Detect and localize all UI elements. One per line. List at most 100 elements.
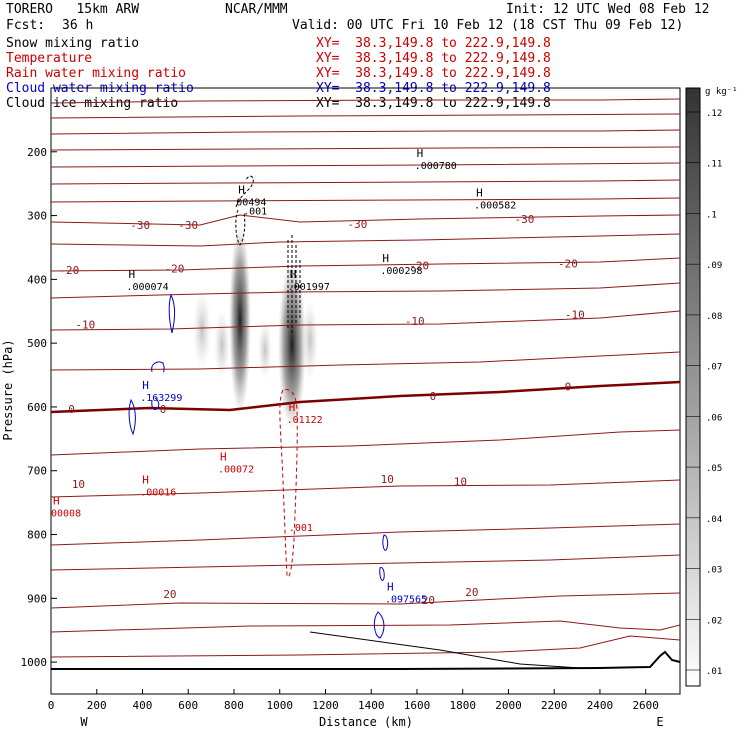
- east-label: E: [656, 715, 663, 729]
- x-tick-label: 0: [48, 699, 55, 712]
- x-tick-label: 1000: [266, 699, 293, 712]
- temperature-label: -20: [59, 264, 79, 277]
- snow-core-west: [229, 225, 251, 415]
- temperature-label: 0: [565, 381, 572, 394]
- isotherm: [50, 98, 681, 104]
- temperature-label: 0: [68, 403, 75, 416]
- max-marker: H: [53, 495, 60, 508]
- colorbar-tick-label: .08: [706, 312, 722, 322]
- max-value: 00008: [51, 509, 81, 520]
- cloud-contour: [373, 611, 385, 639]
- freezing-level-isotherm: [50, 380, 681, 414]
- isotherm: [50, 429, 681, 456]
- temperature-label: -20: [558, 257, 578, 270]
- max-marker: H: [417, 147, 424, 160]
- max-value: .00072: [218, 465, 254, 476]
- temperature-label: 0: [430, 390, 437, 403]
- y-axis: 200 300 400 500 600 700 800 900 1000: [21, 146, 57, 669]
- snow-light-2: [214, 310, 230, 380]
- cloud-contour: [382, 534, 389, 551]
- max-value: .01122: [287, 415, 323, 426]
- fcst-value: 36 h: [62, 18, 94, 33]
- colorbar-tick-label: .11: [706, 160, 722, 170]
- temperature-isotherms: [50, 98, 681, 658]
- temperature-label: -30: [515, 213, 535, 226]
- x-tick-label: 1400: [358, 699, 385, 712]
- max-marker: H: [220, 451, 227, 464]
- colorbar-ticks: .01 .02 .03 .04 .05 .06 .07 .08 .09 .1 .11 .12: [686, 109, 722, 677]
- snow-core-east: [278, 260, 306, 430]
- temperature-label: 0: [160, 403, 167, 416]
- max-marker: H: [387, 581, 394, 594]
- temperature-labels: -30 -30 -30 -30 -20 -20 -20 -20 -10 -10 -10 0 0 0 0 10 1…: [59, 213, 584, 607]
- y-tick-label: 900: [27, 592, 47, 605]
- x-tick-label: 600: [178, 699, 198, 712]
- temperature-label: 20: [465, 586, 478, 599]
- colorbar-tick-label: .01: [706, 667, 722, 677]
- cloud-ice-contours: [235, 175, 301, 335]
- ice-contour: [235, 209, 246, 246]
- isotherm: [50, 310, 681, 331]
- x-tick-label: 800: [224, 699, 244, 712]
- max-marker: H: [382, 252, 389, 265]
- contour-label: .001: [289, 523, 313, 534]
- cloud-contour: [168, 293, 175, 334]
- isotherm: [50, 620, 681, 633]
- colorbar-tick-label: .06: [706, 413, 722, 423]
- y-tick-label: 600: [27, 401, 47, 414]
- contour-labels: .001 .001: [243, 206, 313, 533]
- isotherm: [50, 257, 681, 272]
- field-cloudwater-name: Cloud water mixing ratio: [6, 81, 194, 96]
- isotherm: [50, 233, 681, 247]
- rain-water-contours: [279, 389, 298, 578]
- max-marker: H: [290, 268, 297, 281]
- isotherm: [50, 282, 681, 299]
- max-marker: H: [238, 183, 245, 196]
- temperature-label: -30: [130, 219, 150, 232]
- center-title: NCAR/MMM: [225, 2, 288, 17]
- isotherm: [50, 179, 681, 185]
- colorbar-tick-label: .07: [706, 363, 722, 373]
- y-axis-title: Pressure (hPa): [1, 339, 15, 440]
- isotherm: [50, 635, 681, 658]
- y-tick-label: 300: [27, 210, 47, 223]
- colorbar-tick-label: .02: [706, 616, 722, 626]
- x-axis: 0 200 400 600 800 1000 1200 1400 1600 1800 2000 220…: [48, 689, 659, 712]
- x-tick-label: 1600: [404, 699, 431, 712]
- temperature-label: -30: [178, 219, 198, 232]
- isotherm: [50, 479, 681, 498]
- west-label: W: [80, 715, 88, 729]
- isotherm: [50, 197, 681, 203]
- isotherm: [50, 592, 681, 609]
- rain-contour: [279, 389, 298, 578]
- x-tick-label: 400: [133, 699, 153, 712]
- temperature-label: -10: [405, 315, 425, 328]
- temperature-label: 20: [422, 594, 435, 607]
- max-marker: H: [476, 186, 483, 199]
- temperature-label: -10: [565, 308, 585, 321]
- colorbar-unit: g kg⁻¹: [705, 87, 738, 97]
- cloud-contour: [151, 397, 160, 411]
- max-marker: H: [128, 268, 135, 281]
- x-axis-title: Distance (km): [319, 715, 413, 729]
- y-tick-label: 400: [27, 273, 47, 286]
- fcst-label: Fcst:: [6, 18, 46, 33]
- temperature-label: 10: [454, 476, 467, 489]
- cloud-water-contours: [128, 293, 389, 639]
- ice-contour: [235, 175, 254, 208]
- isotherm: [50, 146, 681, 151]
- field-rain-xy: XY= 38.3,149.8 to 222.9,149.8: [316, 66, 551, 81]
- isotherm: [50, 162, 681, 168]
- max-marker: H: [142, 473, 149, 486]
- snow-light-3: [258, 320, 272, 380]
- max-value: .00016: [140, 487, 176, 498]
- cloud-contour: [151, 361, 165, 373]
- max-marker: H: [289, 401, 296, 414]
- colorbar-tick-label: .09: [706, 261, 722, 271]
- max-value: 00494: [236, 197, 266, 208]
- isotherm: [50, 214, 681, 226]
- x-tick-label: 2600: [632, 699, 659, 712]
- field-rain-name: Rain water mixing ratio: [6, 66, 187, 81]
- max-value: .163299: [140, 393, 182, 404]
- init-time: Init: 12 UTC Wed 08 Feb 12: [506, 2, 710, 17]
